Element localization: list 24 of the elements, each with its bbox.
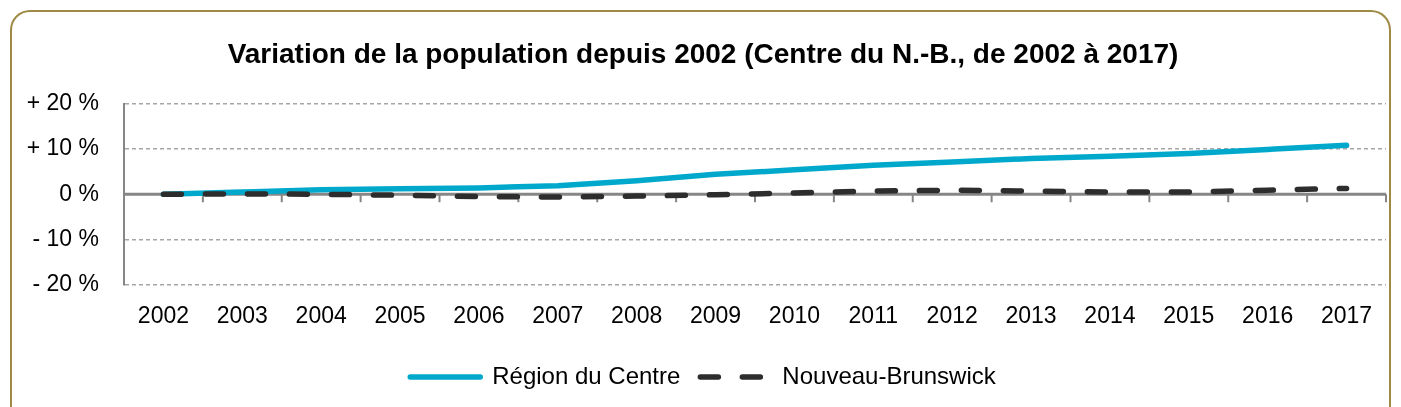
x-tick-label: 2007 [532, 302, 584, 329]
y-tick-label: - 20 % [32, 270, 99, 297]
y-tick-label: - 10 % [32, 224, 99, 251]
y-tick-label: + 20 % [26, 88, 99, 115]
x-tick-label: 2005 [374, 302, 426, 329]
legend-label: Région du Centre [492, 361, 681, 389]
y-tick-label: + 10 % [26, 134, 99, 161]
x-tick-label: 2014 [1084, 302, 1136, 329]
x-tick-label: 2011 [848, 302, 899, 329]
x-tick-label: 2016 [1242, 302, 1294, 329]
legend-label: Nouveau-Brunswick [782, 361, 997, 389]
x-tick-label: 2008 [611, 302, 663, 329]
x-tick-label: 2006 [453, 302, 505, 329]
x-tick-label: 2003 [216, 302, 268, 329]
x-tick-label: 2013 [1005, 302, 1057, 329]
x-tick-label: 2010 [768, 302, 821, 329]
x-tick-label: 2017 [1320, 302, 1373, 329]
y-tick-label: 0 % [59, 179, 99, 206]
x-tick-label: 2002 [137, 302, 190, 329]
x-tick-label: 2015 [1163, 302, 1215, 329]
x-tick-label: 2009 [689, 302, 742, 329]
chart-title: Variation de la population depuis 2002 (Centre du N.-B., de 2002 à 2017) [227, 37, 1179, 69]
x-tick-label: 2012 [926, 302, 978, 329]
x-tick-label: 2004 [295, 302, 347, 329]
